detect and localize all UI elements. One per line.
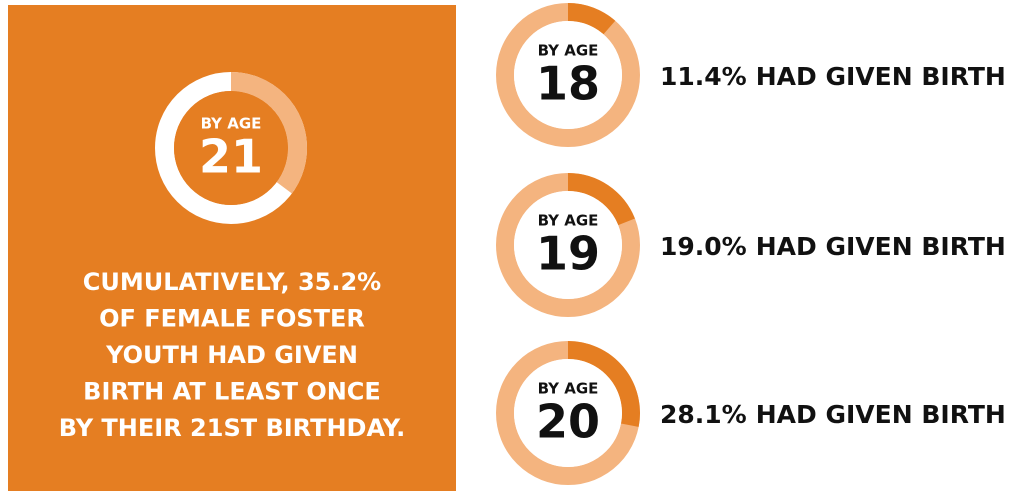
donut-segment — [567, 3, 616, 35]
donut-center — [174, 91, 288, 205]
donut-segment — [230, 72, 307, 194]
caption-text: HAD GIVEN BIRTH — [756, 62, 1006, 91]
caption: 11.4% HAD GIVEN BIRTH — [660, 62, 1006, 91]
value-label: 28.1% — [660, 400, 747, 429]
panel-text: BIRTH AT LEAST ONCE — [83, 378, 381, 406]
caption: 28.1% HAD GIVEN BIRTH — [660, 400, 1006, 429]
caption-text: HAD GIVEN BIRTH — [756, 400, 1006, 429]
age-label: BY AGE — [201, 115, 262, 133]
value-label: 19.0% — [660, 232, 747, 261]
panel-text: BY THEIR 21ST BIRTHDAY. — [59, 414, 406, 442]
donut-segment — [567, 173, 635, 226]
age: 19 — [536, 227, 600, 281]
age: 20 — [536, 395, 600, 449]
value-label: 11.4% — [660, 62, 747, 91]
donut-center — [514, 359, 622, 467]
panel-text: YOUTH HAD GIVEN — [105, 341, 358, 369]
age: 18 — [536, 57, 600, 111]
panel-text: CUMULATIVELY, 35.2% — [83, 268, 381, 296]
caption: 19.0% HAD GIVEN BIRTH — [660, 232, 1006, 261]
donut-segment — [567, 341, 640, 427]
age-label: BY AGE — [538, 42, 599, 60]
panel-text: OF FEMALE FOSTER — [99, 305, 365, 333]
donut-center — [514, 191, 622, 299]
caption-text: HAD GIVEN BIRTH — [756, 232, 1006, 261]
age-label: BY AGE — [538, 212, 599, 230]
donut-center — [514, 21, 622, 129]
age: 21 — [199, 130, 263, 184]
age-label: BY AGE — [538, 380, 599, 398]
